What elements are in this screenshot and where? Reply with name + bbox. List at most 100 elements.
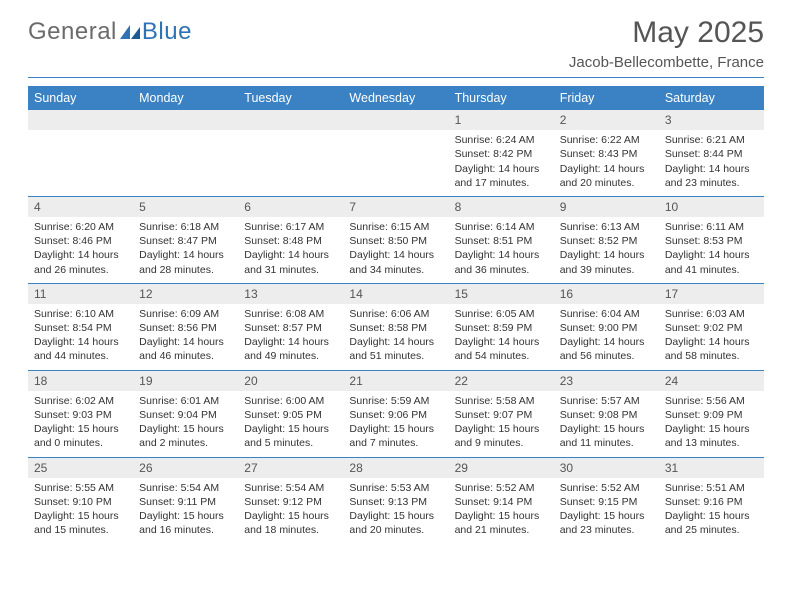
calendar-day-cell: 19Sunrise: 6:01 AMSunset: 9:04 PMDayligh… — [133, 370, 238, 457]
calendar-day-cell — [133, 110, 238, 196]
calendar-day-cell: 3Sunrise: 6:21 AMSunset: 8:44 PMDaylight… — [659, 110, 764, 196]
calendar-body: 1Sunrise: 6:24 AMSunset: 8:42 PMDaylight… — [28, 110, 764, 543]
sunrise-line: Sunrise: 6:20 AM — [34, 220, 127, 234]
sunset-line: Sunset: 8:57 PM — [244, 321, 337, 335]
sunset-line: Sunset: 8:52 PM — [560, 234, 653, 248]
sunset-line: Sunset: 8:58 PM — [349, 321, 442, 335]
brand-part2: Blue — [142, 18, 192, 46]
day-number: 24 — [659, 371, 764, 391]
sunrise-line: Sunrise: 5:58 AM — [455, 394, 548, 408]
calendar-day-cell: 27Sunrise: 5:54 AMSunset: 9:12 PMDayligh… — [238, 457, 343, 543]
calendar-day-cell: 20Sunrise: 6:00 AMSunset: 9:05 PMDayligh… — [238, 370, 343, 457]
day-number: 2 — [554, 110, 659, 130]
logo-sail-icon — [120, 25, 140, 39]
sunset-line: Sunset: 8:48 PM — [244, 234, 337, 248]
day-details: Sunrise: 6:02 AMSunset: 9:03 PMDaylight:… — [28, 391, 133, 457]
sunrise-line: Sunrise: 5:53 AM — [349, 481, 442, 495]
day-number: 17 — [659, 284, 764, 304]
sunset-line: Sunset: 9:04 PM — [139, 408, 232, 422]
day-details: Sunrise: 6:18 AMSunset: 8:47 PMDaylight:… — [133, 217, 238, 283]
day-details: Sunrise: 6:11 AMSunset: 8:53 PMDaylight:… — [659, 217, 764, 283]
sunset-line: Sunset: 9:06 PM — [349, 408, 442, 422]
daylight-line: Daylight: 14 hours and 34 minutes. — [349, 248, 442, 276]
daylight-line: Daylight: 15 hours and 0 minutes. — [34, 422, 127, 450]
calendar-day-cell — [28, 110, 133, 196]
sunrise-line: Sunrise: 6:01 AM — [139, 394, 232, 408]
daylight-line: Daylight: 14 hours and 46 minutes. — [139, 335, 232, 363]
sunrise-line: Sunrise: 6:14 AM — [455, 220, 548, 234]
sunrise-line: Sunrise: 5:54 AM — [244, 481, 337, 495]
daylight-line: Daylight: 14 hours and 17 minutes. — [455, 162, 548, 190]
sunset-line: Sunset: 8:50 PM — [349, 234, 442, 248]
day-number: 22 — [449, 371, 554, 391]
day-details: Sunrise: 5:57 AMSunset: 9:08 PMDaylight:… — [554, 391, 659, 457]
day-number-empty — [28, 110, 133, 130]
day-details: Sunrise: 6:21 AMSunset: 8:44 PMDaylight:… — [659, 130, 764, 196]
sunset-line: Sunset: 9:03 PM — [34, 408, 127, 422]
day-number: 27 — [238, 458, 343, 478]
daylight-line: Daylight: 14 hours and 20 minutes. — [560, 162, 653, 190]
day-number: 21 — [343, 371, 448, 391]
sunrise-line: Sunrise: 6:11 AM — [665, 220, 758, 234]
calendar-week-row: 11Sunrise: 6:10 AMSunset: 8:54 PMDayligh… — [28, 283, 764, 370]
sunset-line: Sunset: 8:51 PM — [455, 234, 548, 248]
sunrise-line: Sunrise: 6:22 AM — [560, 133, 653, 147]
sunset-line: Sunset: 8:59 PM — [455, 321, 548, 335]
day-header: Thursday — [449, 86, 554, 110]
day-header-row: SundayMondayTuesdayWednesdayThursdayFrid… — [28, 86, 764, 110]
calendar-day-cell: 11Sunrise: 6:10 AMSunset: 8:54 PMDayligh… — [28, 283, 133, 370]
sunset-line: Sunset: 8:42 PM — [455, 147, 548, 161]
daylight-line: Daylight: 15 hours and 7 minutes. — [349, 422, 442, 450]
day-details: Sunrise: 5:56 AMSunset: 9:09 PMDaylight:… — [659, 391, 764, 457]
day-details: Sunrise: 5:53 AMSunset: 9:13 PMDaylight:… — [343, 478, 448, 544]
day-number: 1 — [449, 110, 554, 130]
day-details: Sunrise: 6:03 AMSunset: 9:02 PMDaylight:… — [659, 304, 764, 370]
calendar-week-row: 1Sunrise: 6:24 AMSunset: 8:42 PMDaylight… — [28, 110, 764, 196]
sunset-line: Sunset: 8:43 PM — [560, 147, 653, 161]
day-number: 15 — [449, 284, 554, 304]
sunrise-line: Sunrise: 6:15 AM — [349, 220, 442, 234]
calendar-day-cell: 25Sunrise: 5:55 AMSunset: 9:10 PMDayligh… — [28, 457, 133, 543]
day-number: 7 — [343, 197, 448, 217]
calendar-day-cell: 7 Sunrise: 6:15 AMSunset: 8:50 PMDaylight… — [343, 196, 448, 283]
day-details: Sunrise: 6:00 AMSunset: 9:05 PMDaylight:… — [238, 391, 343, 457]
sunrise-line: Sunrise: 6:03 AM — [665, 307, 758, 321]
day-header: Monday — [133, 86, 238, 110]
day-details: Sunrise: 6:17 AMSunset: 8:48 PMDaylight:… — [238, 217, 343, 283]
sunset-line: Sunset: 8:53 PM — [665, 234, 758, 248]
day-details: Sunrise: 6:20 AMSunset: 8:46 PMDaylight:… — [28, 217, 133, 283]
daylight-line: Daylight: 15 hours and 16 minutes. — [139, 509, 232, 537]
calendar-day-cell: 1Sunrise: 6:24 AMSunset: 8:42 PMDaylight… — [449, 110, 554, 196]
calendar-day-cell: 14Sunrise: 6:06 AMSunset: 8:58 PMDayligh… — [343, 283, 448, 370]
day-details: Sunrise: 6:10 AMSunset: 8:54 PMDaylight:… — [28, 304, 133, 370]
calendar-day-cell: 23Sunrise: 5:57 AMSunset: 9:08 PMDayligh… — [554, 370, 659, 457]
sunset-line: Sunset: 8:47 PM — [139, 234, 232, 248]
day-details: Sunrise: 6:24 AMSunset: 8:42 PMDaylight:… — [449, 130, 554, 196]
daylight-line: Daylight: 14 hours and 54 minutes. — [455, 335, 548, 363]
sunrise-line: Sunrise: 5:51 AM — [665, 481, 758, 495]
sunset-line: Sunset: 9:08 PM — [560, 408, 653, 422]
day-number: 3 — [659, 110, 764, 130]
day-details: Sunrise: 6:06 AMSunset: 8:58 PMDaylight:… — [343, 304, 448, 370]
sunrise-line: Sunrise: 6:17 AM — [244, 220, 337, 234]
day-details: Sunrise: 5:52 AMSunset: 9:14 PMDaylight:… — [449, 478, 554, 544]
calendar-week-row: 25Sunrise: 5:55 AMSunset: 9:10 PMDayligh… — [28, 457, 764, 543]
sunset-line: Sunset: 8:56 PM — [139, 321, 232, 335]
sunset-line: Sunset: 9:16 PM — [665, 495, 758, 509]
sunset-line: Sunset: 9:10 PM — [34, 495, 127, 509]
day-details: Sunrise: 5:59 AMSunset: 9:06 PMDaylight:… — [343, 391, 448, 457]
calendar-day-cell: 22Sunrise: 5:58 AMSunset: 9:07 PMDayligh… — [449, 370, 554, 457]
day-details: Sunrise: 5:51 AMSunset: 9:16 PMDaylight:… — [659, 478, 764, 544]
day-number: 4 — [28, 197, 133, 217]
sunset-line: Sunset: 9:02 PM — [665, 321, 758, 335]
day-number: 14 — [343, 284, 448, 304]
calendar-week-row: 18Sunrise: 6:02 AMSunset: 9:03 PMDayligh… — [28, 370, 764, 457]
sunset-line: Sunset: 9:13 PM — [349, 495, 442, 509]
day-details: Sunrise: 6:05 AMSunset: 8:59 PMDaylight:… — [449, 304, 554, 370]
day-number: 13 — [238, 284, 343, 304]
sunset-line: Sunset: 9:09 PM — [665, 408, 758, 422]
daylight-line: Daylight: 15 hours and 21 minutes. — [455, 509, 548, 537]
calendar-day-cell: 8Sunrise: 6:14 AMSunset: 8:51 PMDaylight… — [449, 196, 554, 283]
day-header: Friday — [554, 86, 659, 110]
day-details: Sunrise: 6:01 AMSunset: 9:04 PMDaylight:… — [133, 391, 238, 457]
